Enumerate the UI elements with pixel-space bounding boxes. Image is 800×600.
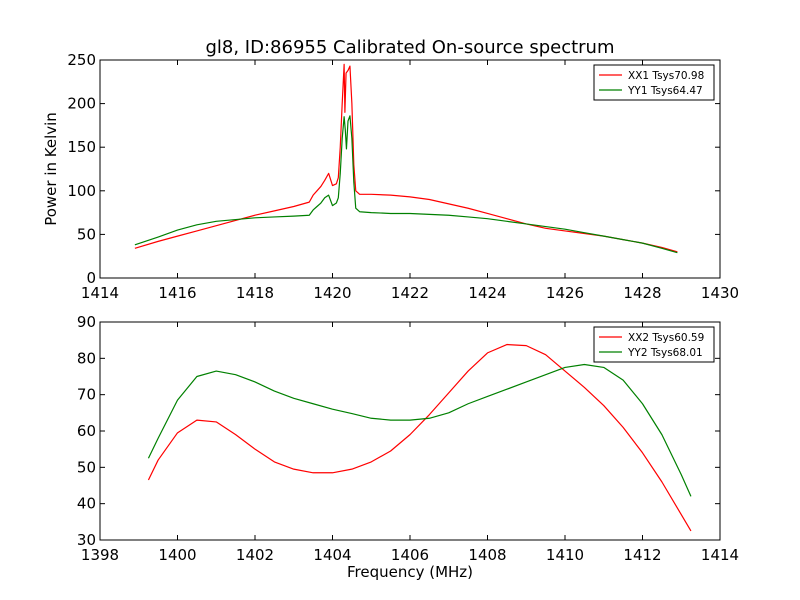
x-tick-label: 1422: [391, 284, 429, 302]
y-tick-label: 90: [77, 313, 96, 331]
y-tick-label: 0: [86, 269, 96, 287]
series-line-0-0: [134, 63, 678, 253]
x-tick-label: 1418: [236, 284, 274, 302]
y-tick-label: 70: [77, 386, 96, 404]
y-tick-label: 100: [67, 182, 96, 200]
y-tick-label: 150: [67, 138, 96, 156]
legend-entry: YY2 Tsys68.01: [627, 347, 703, 359]
x-tick-label: 1428: [623, 284, 661, 302]
y-tick-label: 40: [77, 495, 96, 513]
x-tick-label: 1414: [701, 546, 739, 564]
y-axis-label: Power in Kelvin: [42, 112, 60, 226]
y-tick-label: 250: [67, 51, 96, 69]
series-line-1-0: [147, 343, 692, 532]
y-tick-label: 50: [77, 225, 96, 243]
y-tick-label: 60: [77, 422, 96, 440]
legend: XX2 Tsys60.59 YY2 Tsys68.01: [593, 326, 715, 363]
legend-entry: XX2 Tsys60.59: [628, 332, 704, 344]
x-tick-label: 1400: [158, 546, 196, 564]
x-tick-label: 1412: [623, 546, 661, 564]
x-tick-label: 1398: [81, 546, 119, 564]
x-tick-label: 1408: [468, 546, 506, 564]
x-tick-label: 1416: [158, 284, 196, 302]
y-tick-label: 50: [77, 458, 96, 476]
x-tick-label: 1402: [236, 546, 274, 564]
x-tick-label: 1404: [313, 546, 351, 564]
x-tick-label: 1430: [701, 284, 739, 302]
series-line-0-1: [134, 115, 678, 254]
x-tick-label: 1420: [313, 284, 351, 302]
chart-title: gl8, ID:86955 Calibrated On-source spect…: [205, 37, 614, 58]
series-line-1-1: [147, 363, 692, 497]
legend-entry: YY1 Tsys64.47: [627, 85, 703, 97]
legend-entry: XX1 Tsys70.98: [628, 70, 704, 82]
legend-box: [593, 64, 715, 101]
bottom-panel: 1398 1400 1402 1404 1406 1408 1410 1412 1414 30 40…: [77, 313, 739, 581]
y-tick-label: 30: [77, 531, 96, 549]
x-tick-label: 1406: [391, 546, 429, 564]
x-tick-label: 1424: [468, 284, 506, 302]
x-tick-label: 1414: [81, 284, 119, 302]
y-tick-label: 80: [77, 349, 96, 367]
legend-box: [593, 326, 715, 363]
x-axis-label: Frequency (MHz): [347, 563, 473, 581]
y-tick-label: 200: [67, 95, 96, 113]
legend: XX1 Tsys70.98 YY1 Tsys64.47: [593, 64, 715, 101]
top-panel: 1414 1416 1418 1420 1422 1424 1426 1428 1430 0 50 1…: [42, 51, 739, 302]
x-tick-label: 1410: [546, 546, 584, 564]
x-tick-label: 1426: [546, 284, 584, 302]
